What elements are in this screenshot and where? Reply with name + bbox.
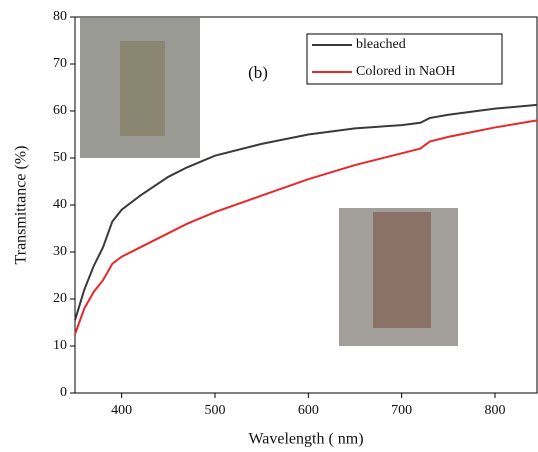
- line: [74, 103, 538, 321]
- legend: [306, 33, 503, 85]
- line: [74, 119, 538, 335]
- x-tick-label: 700: [391, 403, 412, 418]
- sample-film: [373, 212, 431, 328]
- y-tick-label: 40: [53, 197, 67, 212]
- sample-film: [120, 41, 165, 136]
- y-tick-label: 50: [53, 150, 67, 165]
- y-axis-label: Transmittance (%): [13, 146, 30, 265]
- y-tick-label: 70: [53, 56, 67, 71]
- y-tick-label: 80: [53, 9, 67, 24]
- y-tick-label: 60: [53, 103, 67, 118]
- y-tick-label: 10: [53, 338, 67, 353]
- legend-label: bleached: [356, 37, 406, 52]
- x-tick-label: 800: [485, 403, 506, 418]
- y-tick-label: 0: [60, 385, 67, 400]
- x-axis-label: Wavelength ( nm): [248, 431, 363, 448]
- y-tick-label: 30: [53, 244, 67, 259]
- legend-label: Colored in NaOH: [356, 64, 456, 79]
- x-tick-label: 400: [111, 403, 132, 418]
- y-tick-label: 20: [53, 291, 67, 306]
- x-tick-label: 600: [298, 403, 319, 418]
- x-tick-label: 500: [205, 403, 226, 418]
- annotation: (b): [248, 63, 268, 82]
